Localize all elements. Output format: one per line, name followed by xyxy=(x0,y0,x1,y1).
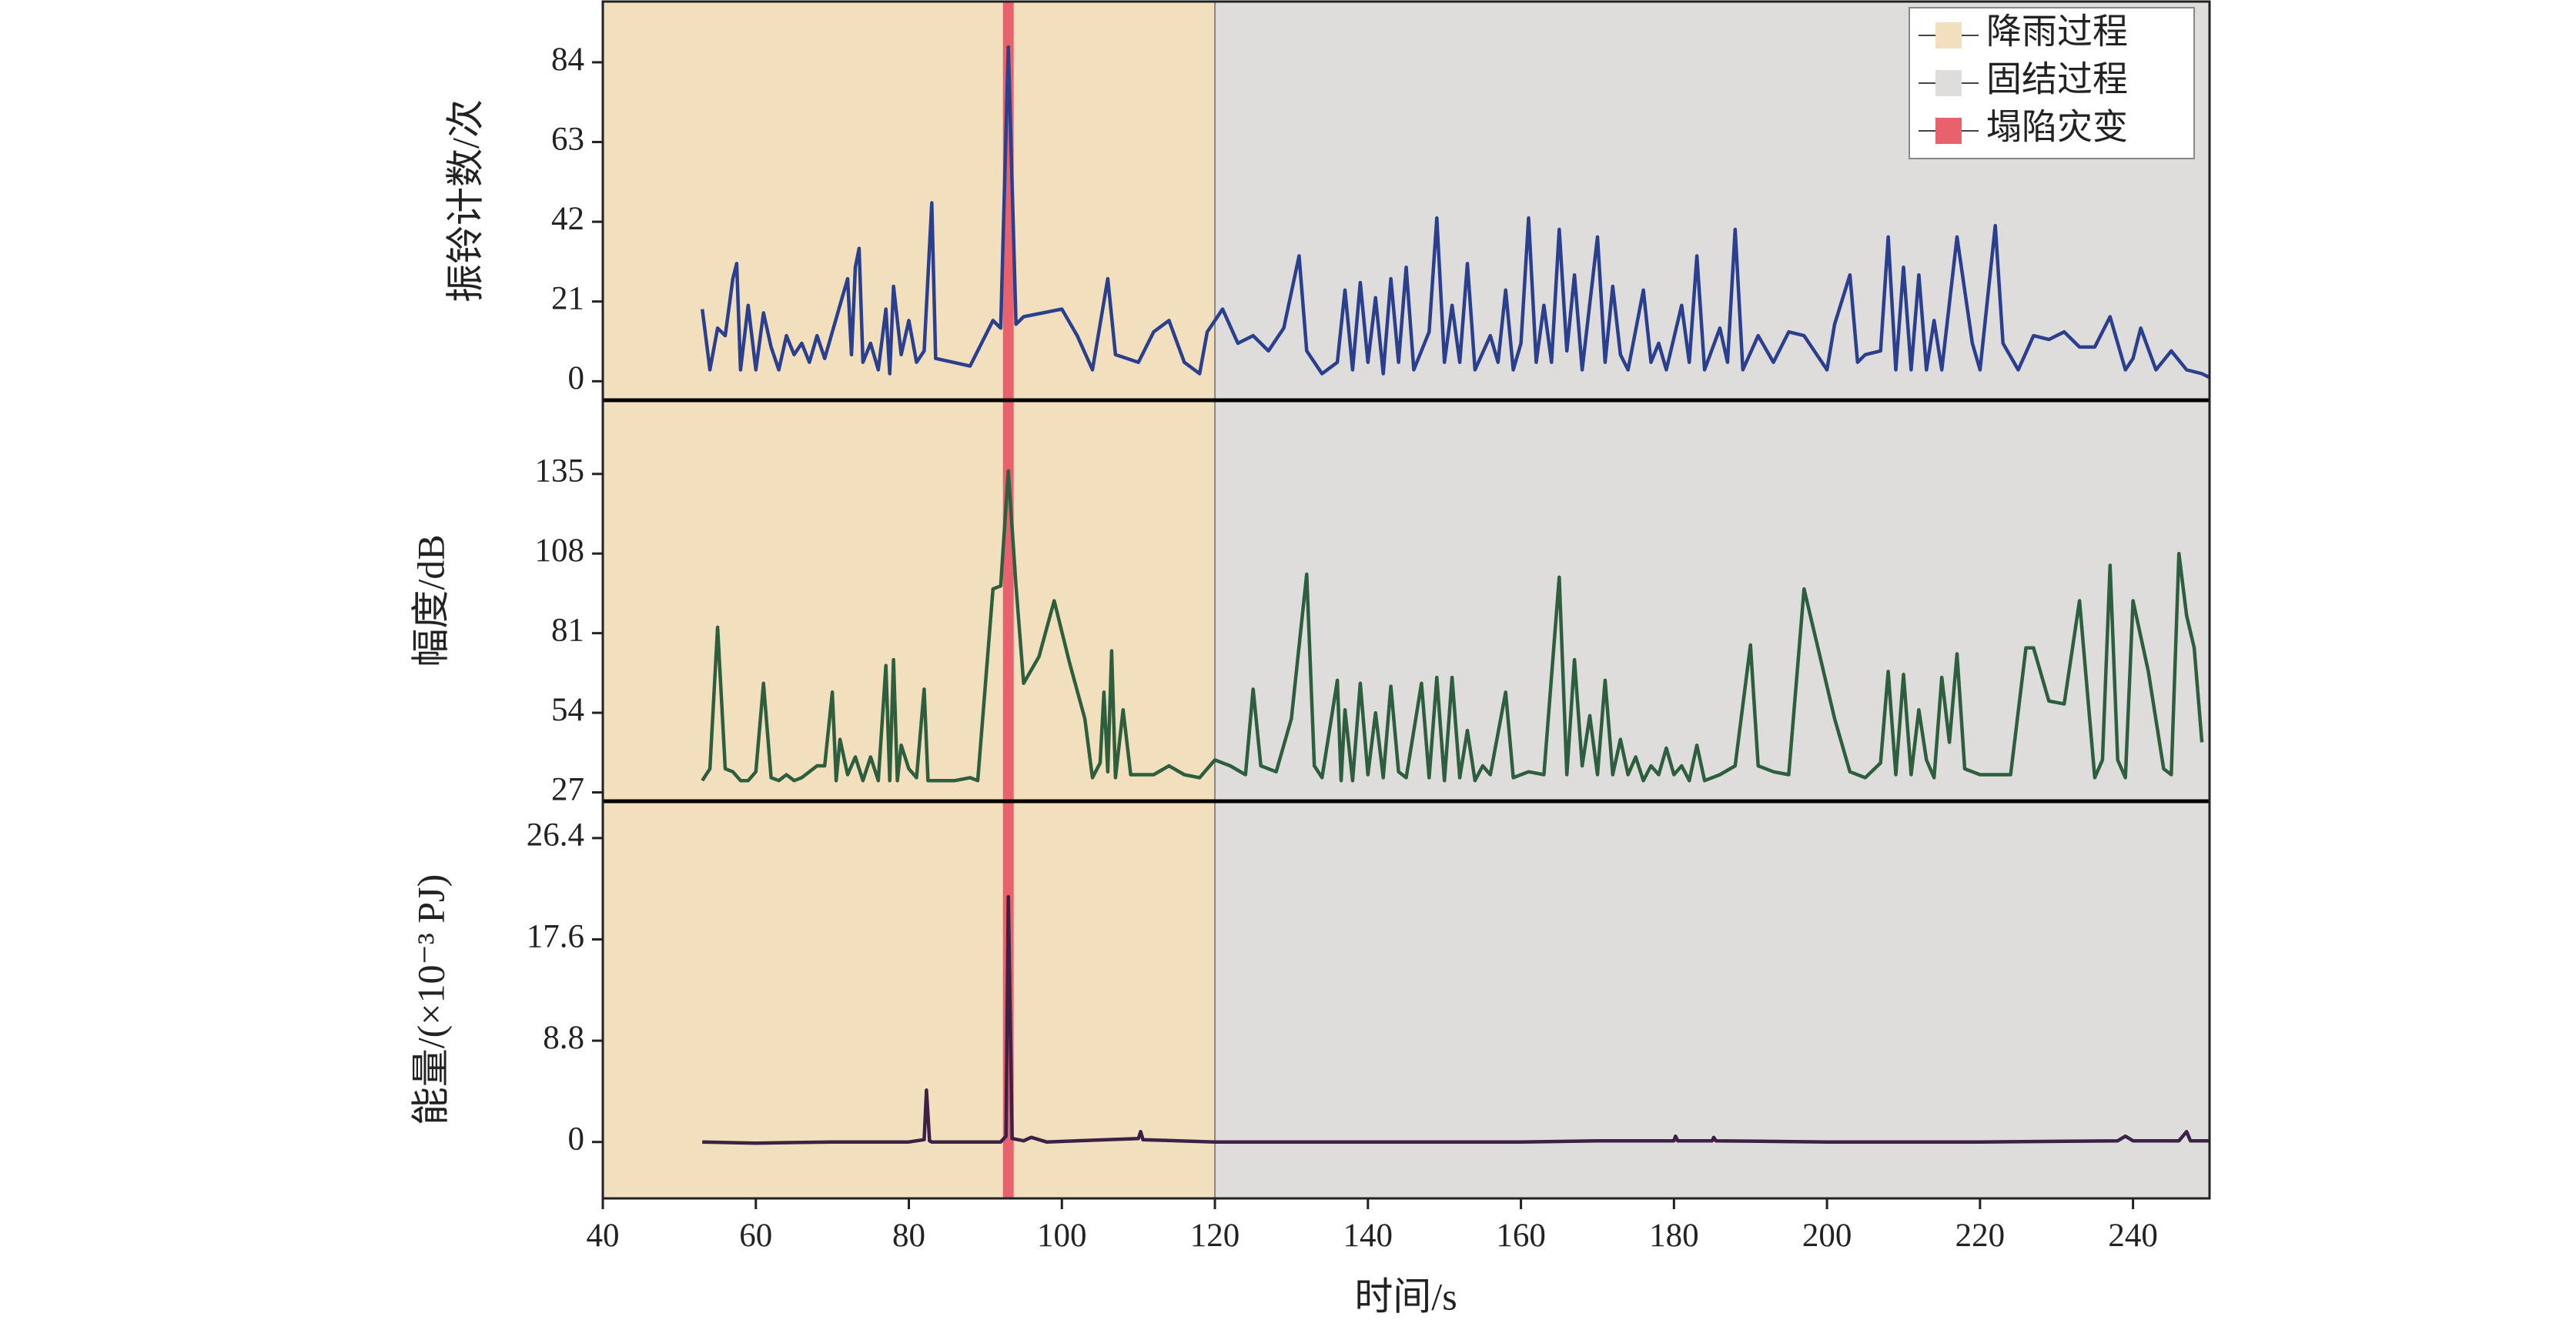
y-tick-label: 26.4 xyxy=(527,817,584,854)
x-tick-label: 80 xyxy=(892,1218,925,1254)
x-axis-label: 时间/s xyxy=(1354,1275,1457,1318)
x-tick-label: 200 xyxy=(1802,1218,1852,1254)
y-tick-label: 108 xyxy=(535,533,585,569)
data-line xyxy=(702,894,2210,1145)
x-tick-label: 220 xyxy=(1955,1218,2006,1254)
legend-swatch xyxy=(1935,70,1962,96)
y-tick-label: 17.6 xyxy=(527,918,584,954)
legend-label: 降雨过程 xyxy=(1986,12,2128,52)
x-tick-label: 140 xyxy=(1343,1218,1393,1254)
x-tick-label: 160 xyxy=(1496,1218,1546,1254)
x-tick-label: 60 xyxy=(739,1218,772,1254)
y-tick-label: 81 xyxy=(551,613,584,649)
x-tick-label: 100 xyxy=(1037,1218,1087,1254)
y-tick-label: 135 xyxy=(535,453,585,490)
x-tick-label: 240 xyxy=(2108,1218,2158,1254)
y-axis-label: 振铃计数/次 xyxy=(443,99,487,302)
region xyxy=(603,2,1216,1198)
legend-label: 塌陷灾变 xyxy=(1986,108,2128,147)
x-tick-label: 40 xyxy=(587,1218,620,1254)
y-axis-label: 幅度/dB xyxy=(409,534,452,667)
y-tick-label: 21 xyxy=(551,281,584,317)
y-tick-label: 54 xyxy=(551,692,584,728)
y-tick-label: 27 xyxy=(551,771,584,807)
data-line xyxy=(700,45,2210,379)
y-tick-label: 0 xyxy=(568,360,585,396)
y-tick-label: 63 xyxy=(551,121,584,157)
legend-label: 固结过程 xyxy=(1986,60,2128,99)
data-line xyxy=(701,469,2204,783)
y-tick-label: 42 xyxy=(551,201,584,237)
legend-swatch xyxy=(1935,22,1962,48)
x-tick-label: 180 xyxy=(1649,1218,1699,1254)
plot-frame xyxy=(601,0,2211,1200)
x-tick-label: 120 xyxy=(1190,1218,1240,1254)
legend-swatch xyxy=(1935,118,1962,144)
y-axis-label: 能量/(×10⁻³ PJ) xyxy=(409,874,452,1126)
y-tick-label: 84 xyxy=(551,42,584,78)
region xyxy=(1002,2,1014,1198)
y-tick-label: 0 xyxy=(568,1121,585,1158)
region xyxy=(1215,2,2210,1198)
y-tick-label: 8.8 xyxy=(543,1020,584,1056)
